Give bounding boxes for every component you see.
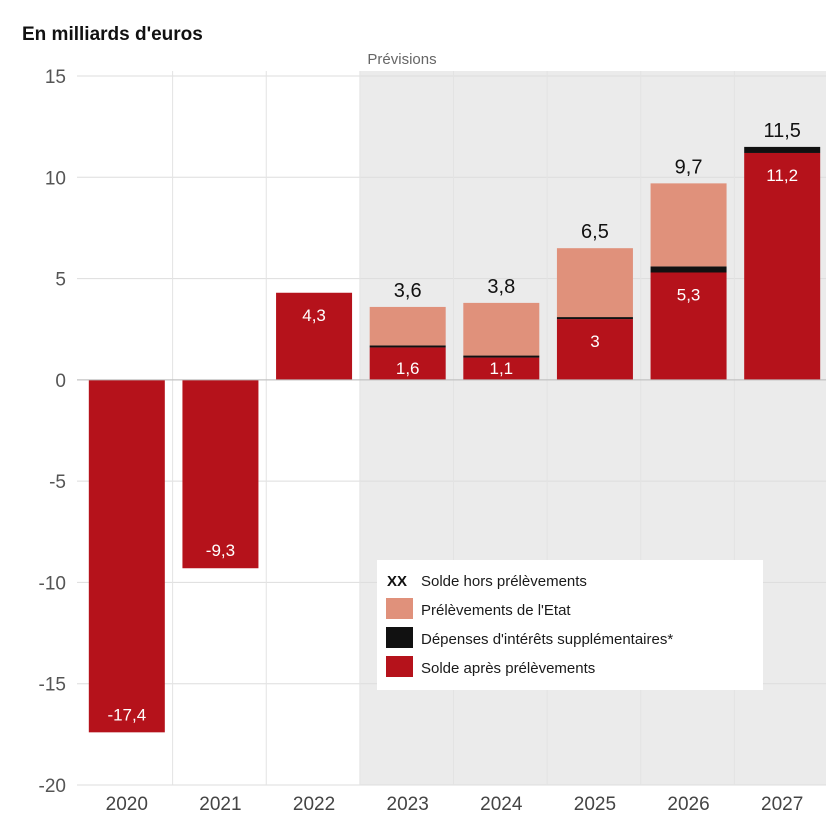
bar-value-label: 11,2 — [766, 166, 798, 185]
y-tick-label: 0 — [55, 371, 66, 392]
bar-segment — [650, 183, 727, 267]
chart-title: En milliards d'euros — [22, 24, 203, 45]
y-tick-label: -20 — [39, 776, 66, 797]
legend-swatch-interets — [386, 627, 413, 648]
x-tick-label: 2020 — [106, 794, 148, 815]
y-axis: 15 10 5 0 -5 -10 -15 -20 — [39, 67, 66, 797]
bar-value-label: -9,3 — [206, 541, 235, 560]
legend-label-prelevements: Prélèvements de l'Etat — [421, 602, 571, 619]
x-tick-label: 2024 — [480, 794, 523, 815]
legend-swatch-solde — [386, 656, 413, 677]
bar-segment — [463, 355, 540, 358]
data-labels: -17,4 -9,3 4,3 1,6 3,6 1,1 3,8 3 6,5 5,3 9,7 11,2 11… — [107, 120, 800, 724]
y-tick-label: -15 — [39, 675, 66, 696]
bar-segment — [744, 146, 821, 153]
bar-segment — [650, 266, 727, 273]
bar-segment — [556, 317, 633, 320]
bar-segment — [369, 347, 446, 380]
grid — [77, 71, 826, 786]
legend-xx-marker: XX — [387, 573, 407, 590]
bars — [88, 146, 821, 733]
bar-segment — [369, 345, 446, 348]
bar-segment — [463, 357, 540, 380]
bar-value-label: 4,3 — [302, 306, 326, 325]
y-tick-label: 5 — [55, 270, 66, 291]
bar-total-label: 3,8 — [487, 276, 515, 298]
bar-value-label: 1,6 — [396, 359, 420, 378]
legend-swatch-prelevements — [386, 598, 413, 619]
bar-segment — [88, 379, 165, 733]
y-tick-label: 15 — [45, 67, 66, 88]
bar-segment — [556, 319, 633, 380]
x-tick-label: 2021 — [199, 794, 241, 815]
bar-total-label: 9,7 — [675, 156, 703, 178]
x-tick-label: 2022 — [293, 794, 335, 815]
legend-label-solde: Solde après prélèvements — [421, 660, 595, 677]
bar-total-label: 11,5 — [763, 120, 800, 142]
y-tick-label: -10 — [39, 573, 66, 594]
bar-segment — [744, 152, 821, 380]
x-tick-label: 2027 — [761, 794, 803, 815]
bar-total-label: 6,5 — [581, 221, 609, 243]
bar-segment — [369, 306, 446, 346]
legend: XX Solde hors prélèvements Prélèvements … — [377, 560, 763, 690]
x-tick-label: 2025 — [574, 794, 616, 815]
bar-segment — [556, 248, 633, 318]
legend-label-total: Solde hors prélèvements — [421, 573, 587, 590]
bar-value-label: 3 — [590, 332, 599, 351]
x-tick-label: 2023 — [387, 794, 429, 815]
bar-segment — [650, 272, 727, 380]
y-tick-label: 10 — [45, 168, 66, 189]
bar-total-label: 3,6 — [394, 280, 422, 302]
x-tick-label: 2026 — [667, 794, 709, 815]
legend-box — [377, 560, 763, 690]
bar-segment — [463, 302, 540, 356]
y-tick-label: -5 — [49, 472, 66, 493]
forecast-label: Prévisions — [367, 51, 436, 68]
bar-segment — [182, 379, 259, 569]
legend-label-interets: Dépenses d'intérêts supplémentaires* — [421, 631, 673, 648]
bar-segment — [276, 292, 353, 380]
bar-value-label: 5,3 — [677, 285, 701, 304]
x-axis: 2020 2021 2022 2023 2024 2025 2026 2027 — [106, 794, 804, 815]
bar-value-label: -17,4 — [107, 705, 146, 724]
bar-value-label: 1,1 — [489, 359, 513, 378]
